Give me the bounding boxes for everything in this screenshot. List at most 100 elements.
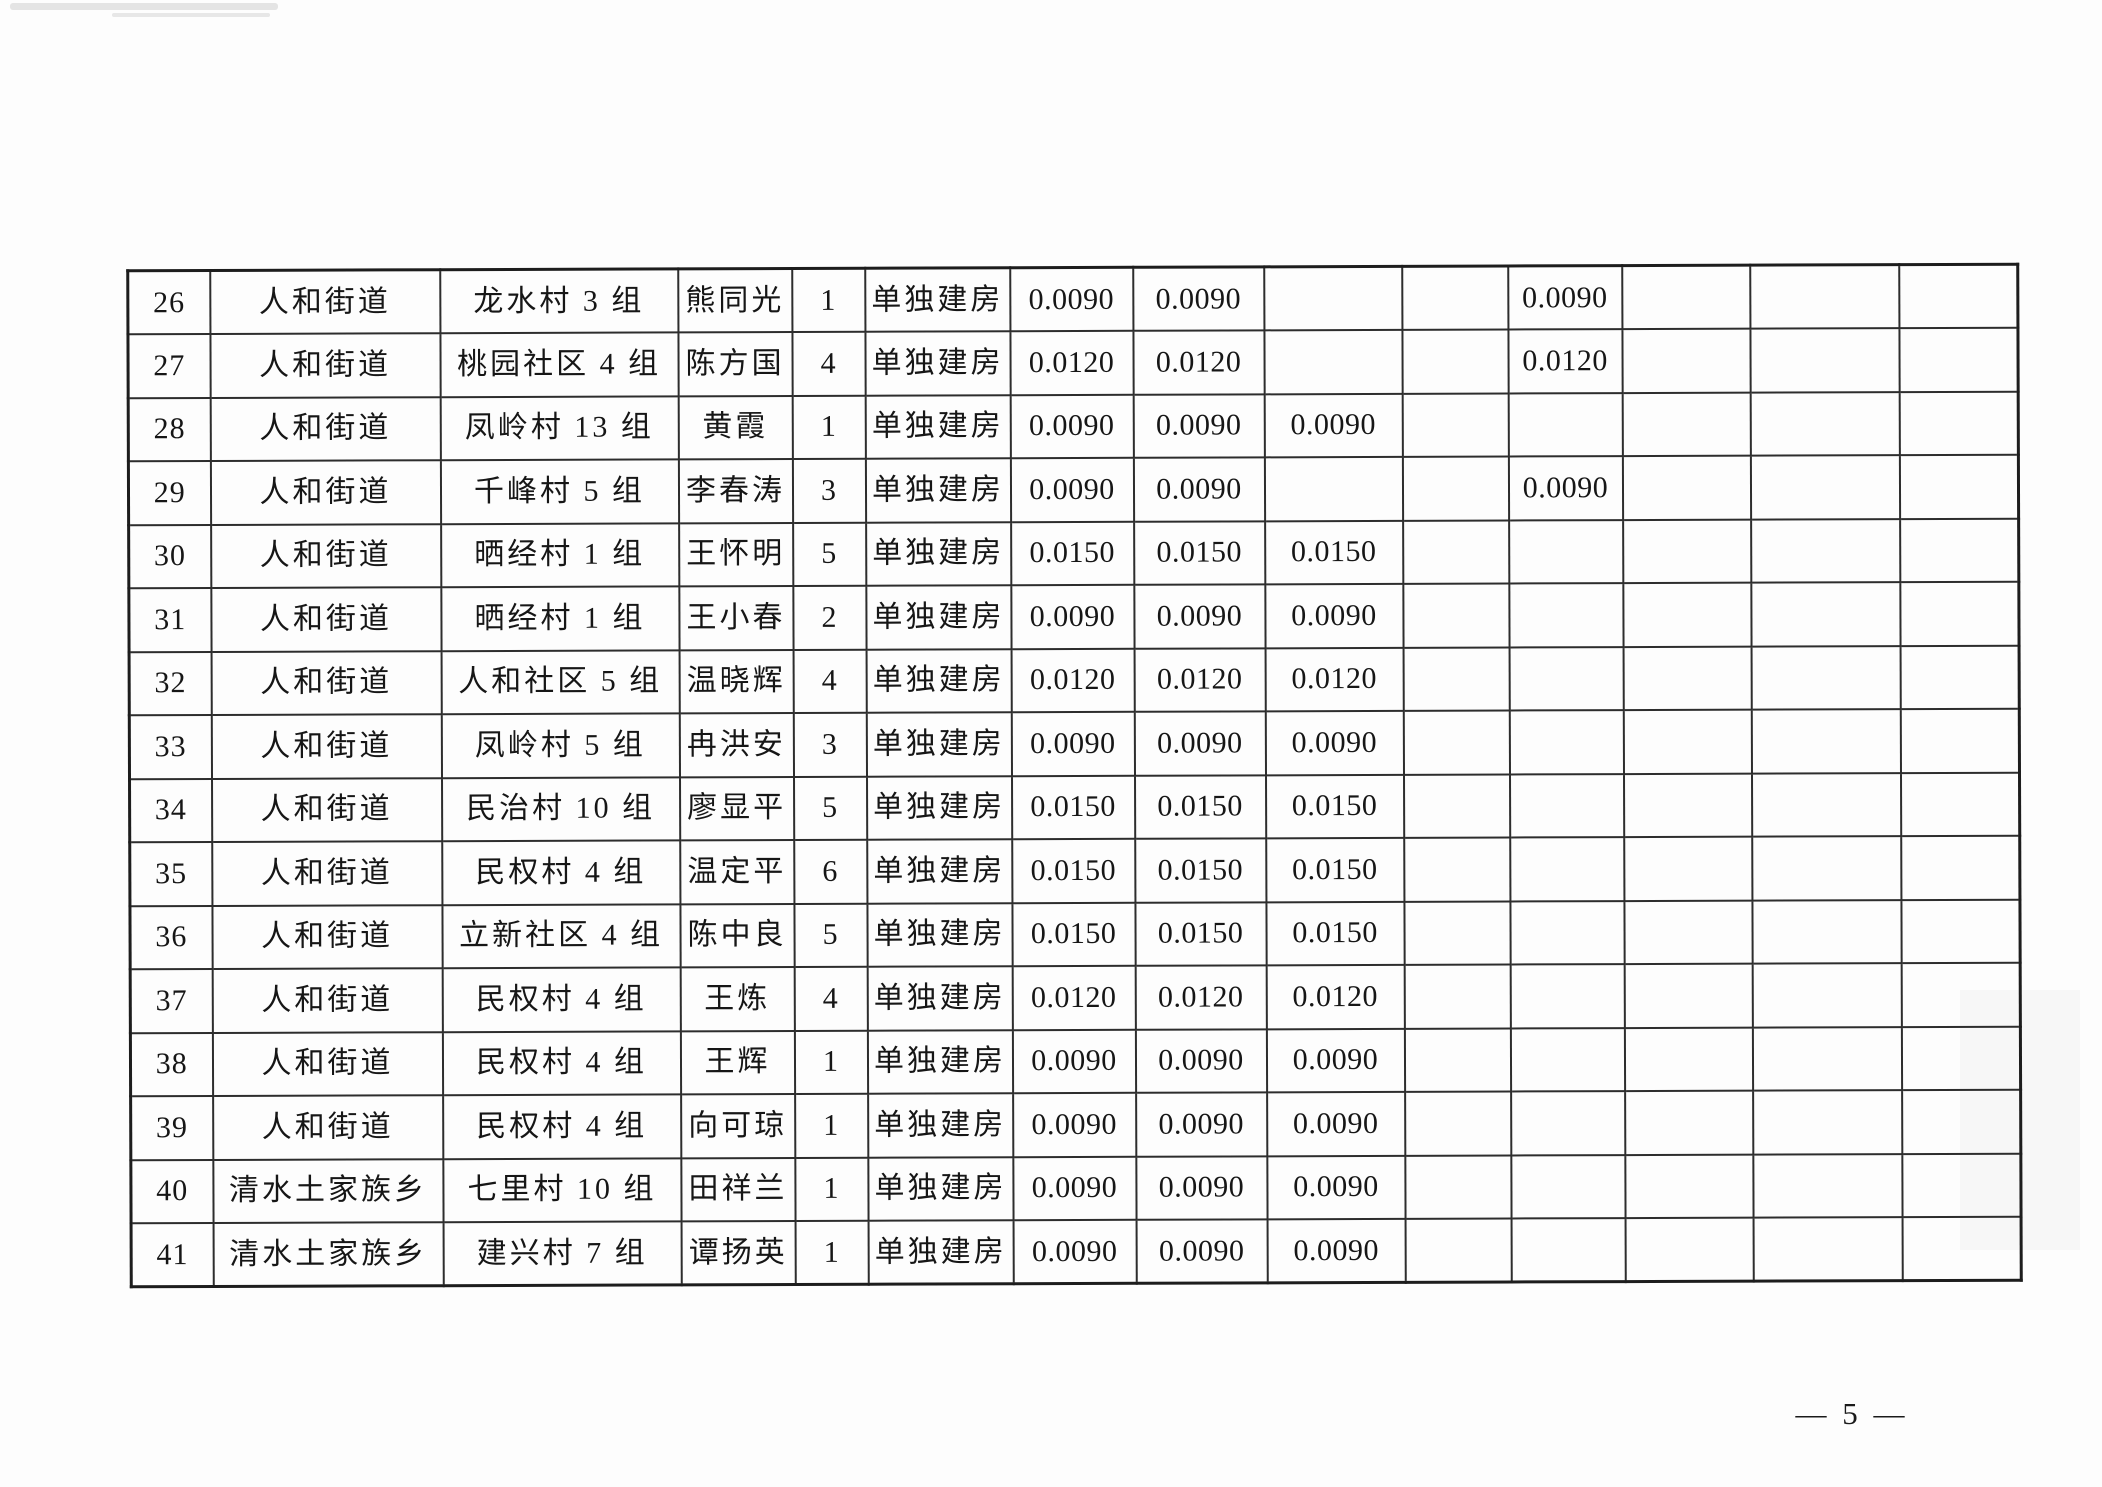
value-cell-6: [1624, 963, 1753, 1028]
build-type-cell: 单独建房: [866, 775, 1012, 840]
person-name-cell: 陈方国: [677, 331, 793, 396]
value-cell-1: 0.0090: [1010, 394, 1134, 459]
value-cell-5: [1509, 773, 1624, 838]
count-cell: 1: [794, 1030, 868, 1094]
value-cell-3: 0.0090: [1266, 1028, 1405, 1093]
township-cell: 人和街道: [211, 714, 442, 779]
value-cell-7: [1752, 963, 1902, 1028]
value-cell-8: [1901, 1089, 2021, 1154]
value-cell-1: 0.0090: [1012, 1156, 1137, 1221]
village-group-cell: 民权村 4 组: [441, 840, 680, 905]
count-cell: 6: [793, 839, 867, 904]
township-cell: 人和街道: [210, 523, 441, 589]
person-name-cell: 谭扬英: [681, 1220, 796, 1285]
row-number-cell: 38: [130, 1032, 213, 1097]
value-cell-2: 0.0090: [1133, 584, 1266, 649]
person-name-cell: 冉洪安: [679, 712, 794, 777]
value-cell-1: 0.0090: [1010, 457, 1134, 522]
value-cell-8: [1900, 772, 2020, 837]
table-row: 27 人和街道 桃园社区 4 组陈方国 4 单独建房 0.0120 0.0120 0.0120: [127, 327, 2019, 398]
count-cell: 4: [791, 331, 866, 396]
build-type-cell: 单独建房: [866, 902, 1013, 967]
value-cell-2: 0.0120: [1134, 647, 1266, 712]
township-cell: 人和街道: [211, 650, 442, 716]
table-row: 29 人和街道 千峰村 5 组李春涛 3 单独建房 0.0090 0.0090 0.0090: [128, 454, 2019, 525]
value-cell-6: [1624, 1027, 1753, 1092]
row-number-cell: 26: [127, 270, 210, 335]
township-cell: 人和街道: [211, 777, 442, 843]
value-cell-3: 0.0090: [1265, 710, 1404, 775]
value-cell-8: [1898, 264, 2018, 329]
person-name-cell: 王辉: [680, 1030, 795, 1095]
value-cell-2: 0.0090: [1136, 1219, 1268, 1284]
value-cell-3: 0.0120: [1265, 647, 1404, 712]
build-type-cell: 单独建房: [866, 712, 1012, 777]
value-cell-1: 0.0120: [1011, 648, 1135, 713]
count-cell: 1: [791, 268, 865, 332]
value-cell-5: [1511, 1218, 1626, 1282]
value-cell-7: [1750, 391, 1900, 456]
value-cell-8: [1899, 581, 2020, 646]
value-cell-2: 0.0120: [1135, 965, 1267, 1030]
value-cell-7: [1753, 1217, 1903, 1282]
value-cell-8: [1900, 899, 2021, 964]
value-cell-7: [1750, 455, 1900, 520]
value-cell-2: 0.0120: [1132, 330, 1265, 395]
value-cell-4: [1403, 646, 1510, 711]
value-cell-2: 0.0090: [1135, 1028, 1267, 1093]
table-row: 38 人和街道 民权村 4 组王辉 1 单独建房 0.0090 0.0090 0.0090: [130, 1026, 2021, 1097]
count-cell: 3: [792, 458, 866, 523]
person-name-cell: 陈中良: [679, 903, 795, 968]
village-group-cell: 七里村 10 组: [442, 1157, 682, 1223]
value-cell-1: 0.0150: [1011, 902, 1136, 967]
township-cell: 清水土家族乡: [213, 1222, 444, 1287]
village-group-cell: 千峰村 5 组: [440, 459, 679, 524]
page-number: — 5 —: [1795, 1396, 1909, 1431]
row-number-cell: 37: [130, 969, 213, 1033]
value-cell-6: [1625, 1217, 1754, 1282]
value-cell-5: [1508, 392, 1623, 457]
person-name-cell: 李春涛: [678, 458, 793, 523]
village-group-cell: 凤岭村 5 组: [441, 713, 680, 778]
value-cell-5: [1509, 837, 1624, 901]
build-type-cell: 单独建房: [867, 966, 1013, 1031]
value-cell-2: 0.0150: [1134, 901, 1267, 966]
count-cell: 2: [792, 585, 867, 650]
value-cell-5: 0.0090: [1508, 456, 1623, 520]
value-cell-7: [1751, 709, 1901, 774]
village-group-cell: 凤岭村 13 组: [440, 395, 679, 461]
value-cell-8: [1899, 454, 2019, 519]
value-cell-5: [1510, 1154, 1626, 1219]
count-cell: 1: [792, 395, 866, 459]
value-cell-8: [1898, 327, 2019, 392]
table-row: 31 人和街道 晒经村 1 组王小春 2 单独建房 0.0090 0.0090 0.0090: [128, 581, 2020, 652]
count-cell: 3: [793, 712, 867, 777]
count-cell: 5: [793, 776, 867, 840]
value-cell-3: 0.0090: [1266, 1091, 1405, 1156]
count-cell: 1: [794, 1157, 869, 1221]
value-cell-5: [1509, 900, 1625, 965]
township-cell: 人和街道: [211, 841, 442, 906]
row-number-cell: 28: [128, 397, 211, 462]
person-name-cell: 王炼: [680, 966, 795, 1031]
value-cell-4: [1405, 1218, 1512, 1283]
table-row: 30 人和街道 晒经村 1 组王怀明 5 单独建房 0.0150 0.0150 0.0150: [128, 518, 2019, 589]
value-cell-2: 0.0150: [1134, 774, 1266, 839]
value-cell-6: [1621, 328, 1751, 393]
build-type-cell: 单独建房: [865, 394, 1011, 459]
value-cell-8: [1900, 645, 2020, 710]
value-cell-6: [1622, 455, 1751, 520]
value-cell-2: 0.0090: [1133, 393, 1265, 458]
build-type-cell: 单独建房: [865, 585, 1012, 650]
build-type-cell: 单独建房: [865, 458, 1011, 523]
value-cell-1: 0.0090: [1011, 711, 1135, 776]
value-cell-3: 0.0090: [1264, 393, 1403, 458]
row-number-cell: 36: [129, 905, 213, 970]
build-type-cell: 单独建房: [865, 521, 1011, 586]
table-row: 35 人和街道 民权村 4 组温定平 6 单独建房 0.0150 0.0150 0.0150: [129, 835, 2020, 906]
row-number-cell: 41: [131, 1223, 214, 1287]
value-cell-8: [1899, 391, 2019, 456]
village-group-cell: 立新社区 4 组: [441, 903, 681, 969]
build-type-cell: 单独建房: [867, 1156, 1014, 1221]
count-cell: 1: [794, 1093, 868, 1158]
